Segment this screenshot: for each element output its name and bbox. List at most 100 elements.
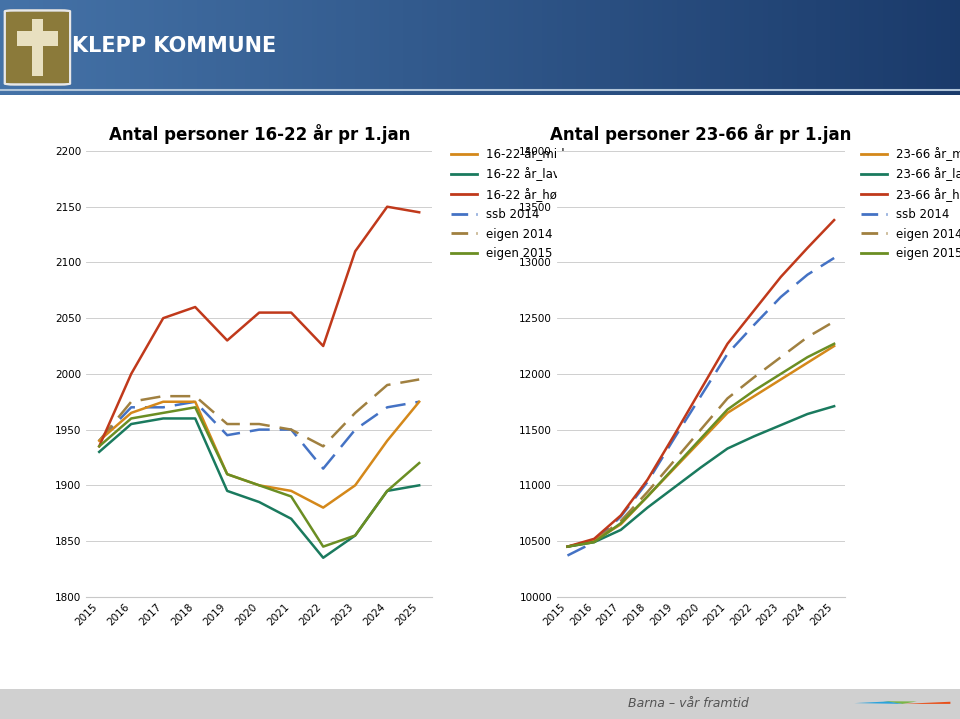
- Bar: [542, 0, 547, 95]
- Bar: [346, 0, 350, 95]
- Bar: [451, 0, 456, 95]
- Bar: [168, 0, 173, 95]
- Bar: [821, 0, 826, 95]
- Polygon shape: [902, 702, 950, 704]
- Bar: [490, 0, 494, 95]
- FancyBboxPatch shape: [5, 11, 70, 84]
- Bar: [149, 0, 154, 95]
- Bar: [533, 0, 538, 95]
- Bar: [269, 0, 274, 95]
- Bar: [293, 0, 298, 95]
- Bar: [763, 0, 768, 95]
- Bar: [17, 32, 58, 45]
- Bar: [744, 0, 749, 95]
- Bar: [187, 0, 192, 95]
- Bar: [29, 0, 34, 95]
- Bar: [418, 0, 422, 95]
- Bar: [461, 0, 466, 95]
- Bar: [72, 0, 77, 95]
- Bar: [24, 0, 29, 95]
- Bar: [379, 0, 384, 95]
- Bar: [408, 0, 413, 95]
- Bar: [350, 0, 355, 95]
- Bar: [802, 0, 806, 95]
- Bar: [120, 0, 125, 95]
- Bar: [758, 0, 763, 95]
- Bar: [384, 0, 389, 95]
- Bar: [341, 0, 346, 95]
- Bar: [48, 0, 53, 95]
- Bar: [845, 0, 850, 95]
- Bar: [43, 0, 48, 95]
- Bar: [374, 0, 379, 95]
- Bar: [528, 0, 533, 95]
- Bar: [634, 0, 638, 95]
- Bar: [10, 0, 14, 95]
- Bar: [216, 0, 221, 95]
- Bar: [557, 0, 562, 95]
- Title: Antal personer 16-22 år pr 1.jan: Antal personer 16-22 år pr 1.jan: [108, 124, 410, 144]
- Bar: [667, 0, 672, 95]
- Bar: [34, 0, 38, 95]
- Bar: [230, 0, 235, 95]
- Bar: [902, 0, 907, 95]
- Legend: 16-22 år_mid, 16-22 år_lav, 16-22 år_høy, ssb 2014, eigen 2014, eigen 2015: 16-22 år_mid, 16-22 år_lav, 16-22 år_høy…: [445, 142, 569, 265]
- Bar: [403, 0, 408, 95]
- Bar: [523, 0, 528, 95]
- Bar: [922, 0, 926, 95]
- Bar: [590, 0, 595, 95]
- Bar: [67, 0, 72, 95]
- Bar: [82, 0, 86, 95]
- Bar: [206, 0, 211, 95]
- Bar: [485, 0, 490, 95]
- Bar: [245, 0, 250, 95]
- Bar: [869, 0, 874, 95]
- Bar: [883, 0, 888, 95]
- Bar: [773, 0, 778, 95]
- Bar: [614, 0, 619, 95]
- Bar: [106, 0, 110, 95]
- Bar: [427, 0, 432, 95]
- Bar: [859, 0, 864, 95]
- Bar: [163, 0, 168, 95]
- Legend: 23-66 år_mid, 23-66 år_lav, 23-66 år_høy, ssb 2014, eigen 2014, eigen 2015: 23-66 år_mid, 23-66 år_lav, 23-66 år_høy…: [856, 142, 960, 265]
- Bar: [566, 0, 571, 95]
- Bar: [302, 0, 307, 95]
- Bar: [643, 0, 648, 95]
- Bar: [754, 0, 758, 95]
- Bar: [365, 0, 370, 95]
- Bar: [898, 0, 902, 95]
- Bar: [62, 0, 67, 95]
- Bar: [706, 0, 710, 95]
- Bar: [926, 0, 931, 95]
- Bar: [538, 0, 542, 95]
- Bar: [398, 0, 403, 95]
- Bar: [691, 0, 696, 95]
- Bar: [710, 0, 715, 95]
- Bar: [605, 0, 610, 95]
- Bar: [715, 0, 720, 95]
- Bar: [562, 0, 566, 95]
- Bar: [878, 0, 883, 95]
- Bar: [730, 0, 734, 95]
- Bar: [86, 0, 91, 95]
- Bar: [96, 0, 101, 95]
- Bar: [480, 0, 485, 95]
- Bar: [547, 0, 552, 95]
- Bar: [77, 0, 82, 95]
- Bar: [211, 0, 216, 95]
- Bar: [250, 0, 254, 95]
- Bar: [158, 0, 163, 95]
- Bar: [470, 0, 475, 95]
- Bar: [912, 0, 917, 95]
- Bar: [600, 0, 605, 95]
- Bar: [936, 0, 941, 95]
- Bar: [629, 0, 634, 95]
- Bar: [432, 0, 437, 95]
- Bar: [355, 0, 360, 95]
- Bar: [864, 0, 869, 95]
- Bar: [518, 0, 523, 95]
- Bar: [734, 0, 739, 95]
- Bar: [835, 0, 840, 95]
- Text: Barna – vår framtid: Barna – vår framtid: [628, 697, 749, 710]
